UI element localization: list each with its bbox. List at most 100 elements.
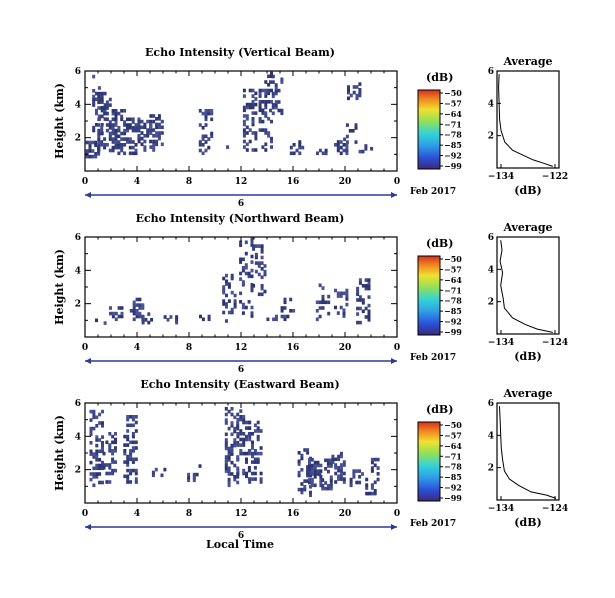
echo-cells bbox=[95, 237, 371, 325]
echo-cell bbox=[233, 475, 237, 479]
echo-cell bbox=[264, 88, 268, 93]
echo-cell bbox=[256, 457, 260, 462]
echo-cell bbox=[227, 310, 231, 315]
echo-cell bbox=[141, 320, 145, 325]
echo-cell bbox=[129, 423, 133, 428]
echo-cell bbox=[334, 305, 337, 310]
echo-cell bbox=[150, 318, 154, 322]
echo-cell bbox=[355, 85, 359, 89]
echo-cell bbox=[258, 102, 262, 107]
echo-cell bbox=[102, 466, 106, 470]
echo-cell bbox=[114, 446, 117, 450]
echo-cell bbox=[111, 123, 115, 127]
y-tick-label: 2 bbox=[75, 300, 81, 310]
echo-cell bbox=[222, 310, 226, 315]
echo-cell bbox=[108, 137, 112, 141]
echo-cell bbox=[152, 145, 156, 149]
echo-cell bbox=[256, 426, 260, 430]
colorbar: −50−57−64−71−78−85−92−99 bbox=[417, 88, 462, 171]
echo-cell bbox=[358, 320, 362, 325]
echo-cell bbox=[236, 475, 240, 479]
colorbar-tick-label: −92 bbox=[444, 483, 462, 493]
echo-cell bbox=[114, 123, 118, 127]
echo-cell bbox=[241, 266, 245, 270]
echo-cell bbox=[230, 412, 234, 417]
echo-cell bbox=[310, 472, 314, 476]
echo-cell bbox=[292, 309, 296, 313]
echo-cell bbox=[313, 475, 317, 479]
echo-cell bbox=[367, 303, 371, 308]
echo-cell bbox=[103, 91, 107, 96]
colorbar-tick-label: −71 bbox=[444, 285, 462, 295]
echo-cell bbox=[227, 469, 231, 473]
echo-cell bbox=[271, 74, 275, 79]
echo-cell bbox=[230, 446, 234, 451]
echo-cell bbox=[138, 306, 142, 310]
echo-cell bbox=[204, 140, 208, 144]
echo-cell bbox=[245, 434, 248, 439]
echo-cell bbox=[134, 123, 138, 127]
echo-cell bbox=[242, 437, 246, 442]
echo-cell bbox=[101, 443, 104, 448]
echo-cell bbox=[239, 417, 243, 422]
colorbar-tick-label: −85 bbox=[444, 306, 462, 316]
echo-cell bbox=[187, 472, 191, 477]
colorbar-scale bbox=[417, 89, 441, 170]
average-y-tick-label: 2 bbox=[488, 298, 494, 308]
colorbar-unit: (dB) bbox=[426, 71, 453, 84]
echo-cell bbox=[230, 310, 234, 315]
echo-cell bbox=[100, 108, 104, 113]
echo-cell bbox=[321, 478, 325, 482]
echo-cell bbox=[242, 119, 246, 124]
echo-cell bbox=[97, 128, 101, 133]
echo-cell bbox=[233, 477, 237, 482]
echo-cell bbox=[364, 286, 368, 291]
echo-cell bbox=[349, 93, 353, 98]
echo-cell bbox=[251, 105, 255, 110]
echo-cell bbox=[248, 434, 252, 439]
echo-cell bbox=[224, 412, 228, 417]
echo-cell bbox=[254, 102, 258, 107]
echo-cell bbox=[224, 463, 228, 468]
colorbar-tick-label: −57 bbox=[444, 98, 462, 108]
echo-cell bbox=[329, 478, 333, 482]
colorbar-tick-label: −50 bbox=[444, 88, 462, 98]
echo-cell bbox=[274, 83, 278, 87]
echo-cell bbox=[364, 278, 368, 282]
echo-cell bbox=[297, 470, 301, 475]
echo-cell bbox=[131, 128, 135, 133]
echo-cell bbox=[337, 468, 341, 473]
average-x-tick-label: −124 bbox=[542, 504, 568, 514]
echo-cell bbox=[261, 119, 265, 124]
echo-cell bbox=[132, 317, 136, 322]
echo-cell bbox=[361, 298, 365, 302]
echo-cell bbox=[230, 421, 234, 425]
echo-cell bbox=[260, 250, 264, 254]
echo-cell bbox=[297, 462, 301, 466]
echo-cell bbox=[89, 472, 93, 476]
echo-cell bbox=[224, 418, 228, 422]
echo-cell bbox=[313, 483, 317, 488]
echo-cell bbox=[89, 432, 93, 437]
echo-cell bbox=[306, 470, 310, 475]
echo-cell bbox=[123, 449, 127, 453]
echo-cell bbox=[321, 306, 325, 310]
echo-cell bbox=[339, 305, 343, 310]
echo-cell bbox=[245, 148, 249, 152]
echo-cell bbox=[309, 473, 312, 478]
echo-cell bbox=[361, 149, 365, 154]
echo-cell bbox=[141, 317, 145, 322]
echo-cell bbox=[108, 148, 112, 153]
echo-cell bbox=[89, 460, 93, 465]
echo-cell bbox=[141, 306, 145, 310]
echo-cell bbox=[364, 284, 368, 288]
echo-cell bbox=[318, 306, 322, 310]
echo-cell bbox=[92, 97, 96, 102]
echo-cell bbox=[289, 309, 293, 313]
echo-cell bbox=[129, 457, 133, 462]
date-suffix: Feb 2017 bbox=[410, 353, 456, 363]
echo-cell bbox=[126, 468, 130, 473]
echo-cell bbox=[272, 317, 276, 322]
echo-cell bbox=[114, 134, 118, 139]
echo-cell bbox=[253, 466, 257, 470]
